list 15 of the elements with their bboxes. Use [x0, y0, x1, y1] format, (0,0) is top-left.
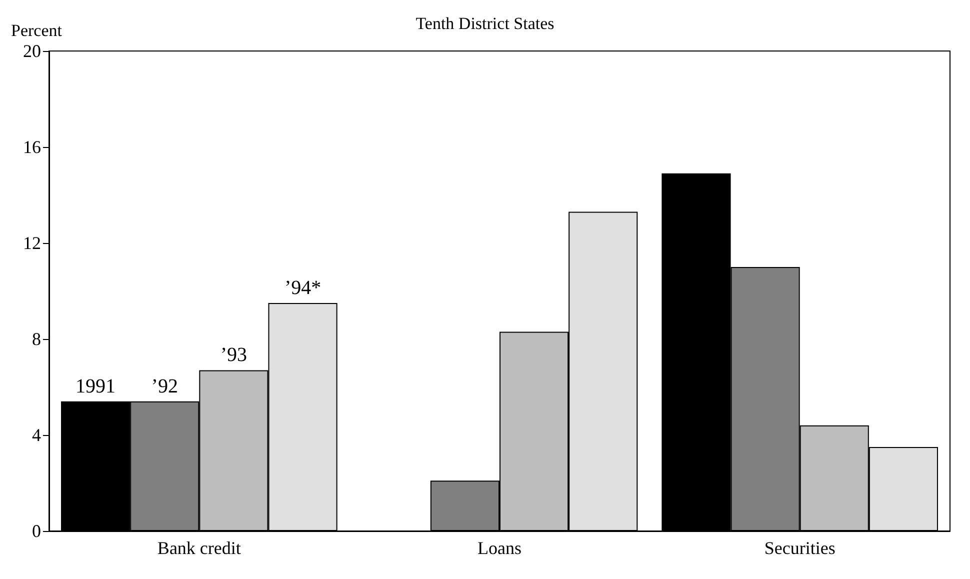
y-tick-label: 4	[32, 425, 41, 445]
series-label: 1991	[76, 375, 116, 398]
series-label: ’93	[220, 344, 248, 366]
x-tick-label: Bank credit	[157, 538, 241, 558]
y-tick-label: 0	[32, 521, 41, 541]
y-tick-label: 8	[32, 329, 41, 349]
y-tick-label: 12	[23, 233, 41, 253]
y-tick-label: 20	[23, 41, 41, 61]
y-axis-title: Percent	[11, 21, 62, 40]
y-tick-label: 16	[23, 137, 41, 157]
x-tick-label: Loans	[478, 538, 522, 558]
series-label: ’92	[151, 375, 178, 398]
x-tick-label: Securities	[764, 538, 836, 558]
series-label: ’94*	[284, 277, 322, 299]
chart-title: Tenth District States	[416, 14, 554, 33]
